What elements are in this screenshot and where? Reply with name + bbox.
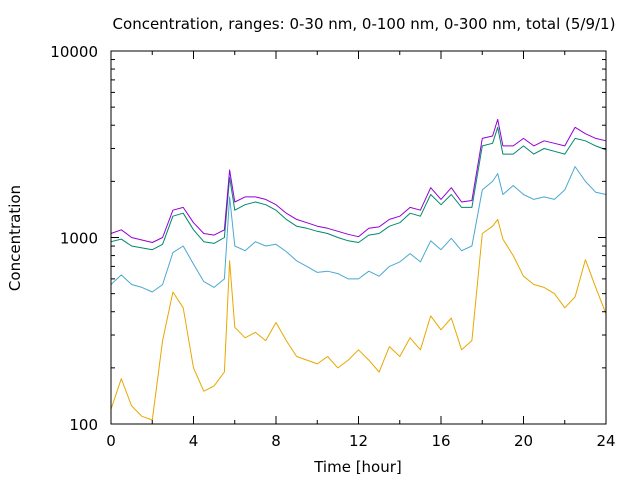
series-line-4 [110,118,607,243]
x-tick-label: 20 [514,432,533,450]
plot-frame [110,50,607,425]
x-tick-label: 0 [106,432,116,450]
series-line-2 [110,166,607,293]
y-axis-label: Concentration [6,185,24,291]
series-layer [110,118,607,421]
chart-title: Concentration, ranges: 0-30 nm, 0-100 nm… [113,15,616,33]
x-axis-label: Time [hour] [313,458,402,476]
axis-layer: 100 1000 10000 0 4 8 12 16 20 24 [50,43,615,450]
y-tick-label: 10000 [50,43,98,61]
x-tick-label: 12 [349,432,368,450]
series-line-3 [110,126,607,251]
series-line-1 [110,218,607,421]
x-tick-label: 16 [431,432,450,450]
y-tick-label: 100 [69,416,98,434]
x-tick-label: 8 [271,432,281,450]
x-tick-label: 24 [596,432,615,450]
x-tick-label: 4 [189,432,199,450]
y-tick-label: 1000 [60,230,98,248]
